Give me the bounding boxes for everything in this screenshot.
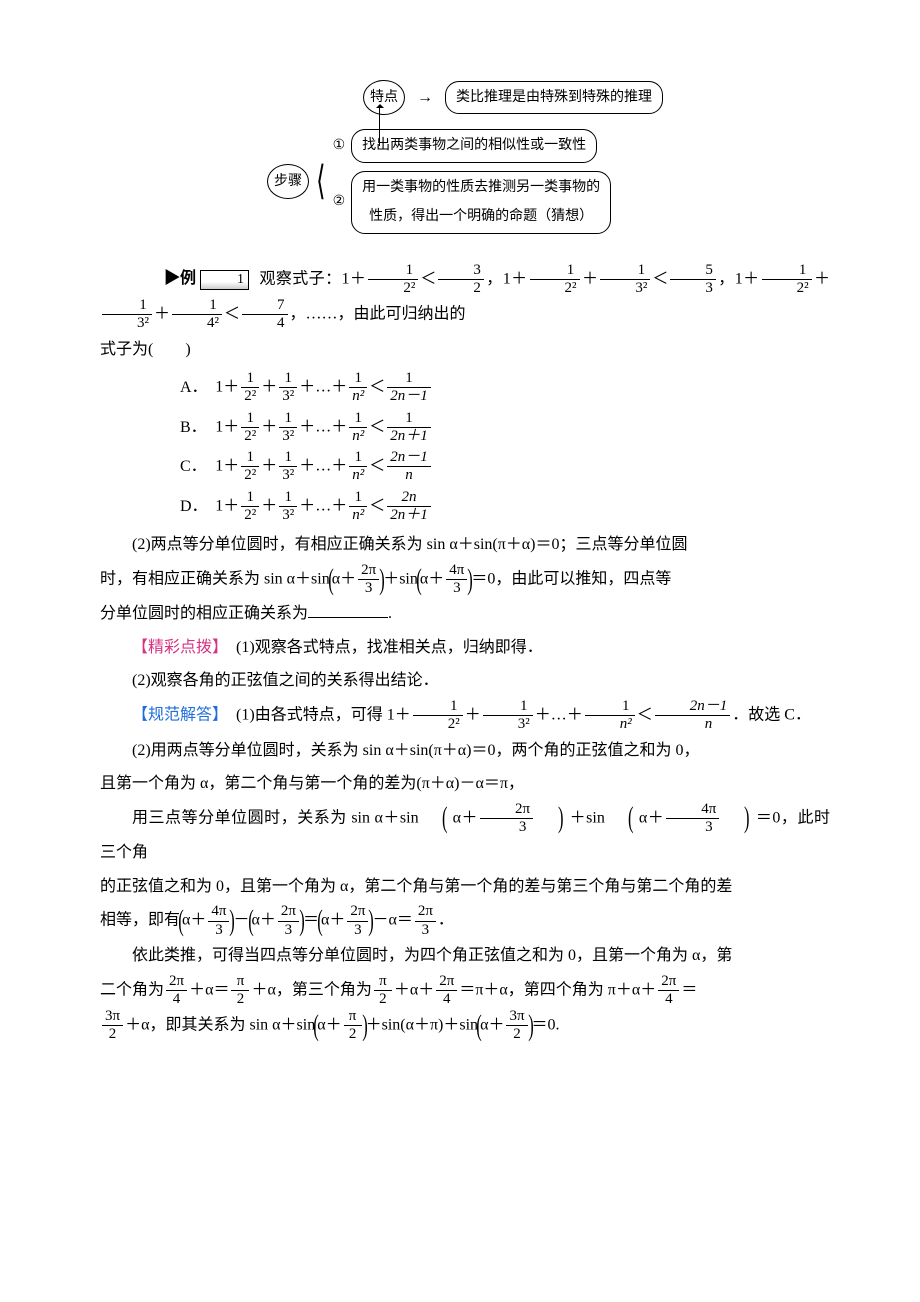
option-c: C． 1＋12²＋13²＋…＋1n²＜2n－1n xyxy=(180,449,830,485)
example-marker: ▶例 xyxy=(132,262,196,296)
arrow-up xyxy=(379,106,380,146)
hint-line2: (2)观察各角的正弦值之间的关系得出结论． xyxy=(100,664,830,698)
part2-line1: (2)两点等分单位圆时，有相应正确关系为 sin α＋sin(π＋α)＝0；三点… xyxy=(100,528,830,562)
feature-node: 特点 xyxy=(363,80,405,115)
step1-text: 找出两类事物之间的相似性或一致性 xyxy=(351,129,597,162)
answer-line3: 且第一个角为 α，第二个角与第一个角的差为(π＋α)－α＝π， xyxy=(100,767,830,801)
step1-num: ① xyxy=(333,131,346,160)
answer-label: 【规范解答】 xyxy=(132,706,220,723)
example-lead: ▶例1 观察式子：1＋12²＜32，1＋12²＋13²＜53，1＋12²＋13²… xyxy=(100,262,830,333)
feature-text: 类比推理是由特殊到特殊的推理 xyxy=(445,81,663,114)
answer-line6: 相等，即有(α＋4π3)－(α＋2π3)＝(α＋2π3)－α＝2π3． xyxy=(100,903,830,939)
example-number: 1 xyxy=(200,270,249,290)
brace: ⟨ xyxy=(316,161,325,201)
hint-label: 【精彩点拨】 xyxy=(132,639,220,656)
analogy-diagram: 特点 → 类比推理是由特殊到特殊的推理 步骤 ⟨ ① 找出两类事物之间的相似性或… xyxy=(100,80,830,234)
answer-line5: 的正弦值之和为 0，且第一个角为 α，第二个角与第一个角的差与第三个角与第二个角… xyxy=(100,870,830,904)
answer-line2: (2)用两点等分单位圆时，关系为 sin α＋sin(π＋α)＝0，两个角的正弦… xyxy=(100,734,830,768)
answer-line9: 3π2＋α，即其关系为 sin α＋sin(α＋π2)＋sin(α＋π)＋sin… xyxy=(100,1008,830,1044)
option-b: B． 1＋12²＋13²＋…＋1n²＜12n＋1 xyxy=(180,410,830,446)
part2-line3: 分单位圆时的相应正确关系为. xyxy=(100,597,830,631)
option-d: D． 1＋12²＋13²＋…＋1n²＜2n2n＋1 xyxy=(180,489,830,525)
fill-blank xyxy=(308,603,388,618)
step2-text: 用一类事物的性质去推测另一类事物的 性质，得出一个明确的命题（猜想） xyxy=(351,171,611,234)
example-lead-2: 式子为( ) xyxy=(100,333,830,367)
part2-line2: 时，有相应正确关系为 sin α＋sin(α＋2π3)＋sin(α＋4π3)＝0… xyxy=(100,562,830,598)
option-list: A． 1＋12²＋13²＋…＋1n²＜12n－1 B． 1＋12²＋13²＋…＋… xyxy=(180,370,830,524)
option-a: A． 1＋12²＋13²＋…＋1n²＜12n－1 xyxy=(180,370,830,406)
step2-num: ② xyxy=(333,187,346,216)
arrow-right: → xyxy=(417,81,433,115)
answer-line4: 用三点等分单位圆时，关系为 sin α＋sin(α＋2π3)＋sin(α＋4π3… xyxy=(100,801,830,870)
hint-line1: 【精彩点拨】 (1)观察各式特点，找准相关点，归纳即得． xyxy=(100,631,830,665)
answer-line7: 依此类推，可得当四点等分单位圆时，为四个角正弦值之和为 0，且第一个角为 α，第 xyxy=(100,939,830,973)
answer-line1: 【规范解答】 (1)由各式特点，可得 1＋12²＋13²＋…＋1n²＜2n－1n… xyxy=(100,698,830,734)
answer-line8: 二个角为2π4＋α＝π2＋α，第三个角为π2＋α＋2π4＝π＋α，第四个角为 π… xyxy=(100,973,830,1009)
steps-node: 步骤 xyxy=(267,164,309,199)
